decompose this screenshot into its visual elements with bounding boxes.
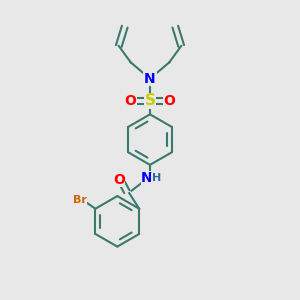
Text: O: O: [125, 94, 136, 108]
Text: Br: Br: [73, 195, 87, 205]
Text: O: O: [164, 94, 175, 108]
Text: S: S: [145, 94, 155, 109]
Text: O: O: [113, 173, 125, 187]
Text: N: N: [141, 171, 153, 185]
Text: N: N: [144, 72, 156, 86]
Text: H: H: [152, 173, 161, 183]
